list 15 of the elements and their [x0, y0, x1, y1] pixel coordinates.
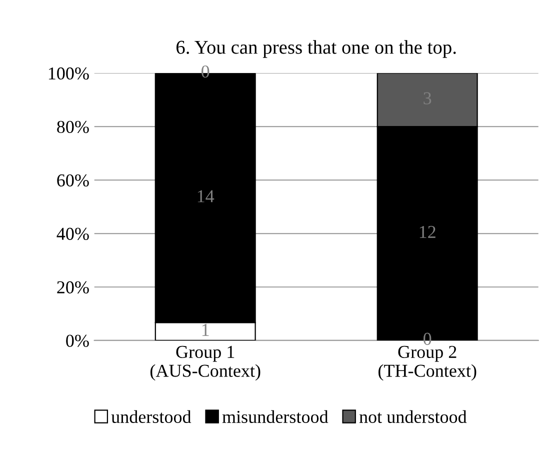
legend-label: understood — [111, 410, 192, 423]
legend-label: not understood — [359, 410, 467, 423]
y-tick-label: 80% — [57, 120, 89, 134]
annotation: 14 — [198, 190, 214, 202]
y-tick-label: 0% — [66, 334, 89, 347]
annotation: 1 — [202, 324, 209, 336]
y-tick-label: 60% — [57, 174, 89, 187]
y-tick-label: 100% — [48, 67, 89, 80]
y-tick-label: 40% — [56, 228, 89, 240]
y-tick-label: 20% — [57, 281, 89, 294]
x-tick-label: Group 1 (AUS-Context) — [150, 346, 260, 381]
annotation: 12 — [420, 226, 436, 238]
chart-title: 6. You can press that one on the top. — [176, 40, 456, 58]
legend-label: misunderstood — [222, 410, 328, 423]
x-tick-label: Group 2 (TH-Context) — [378, 346, 476, 381]
